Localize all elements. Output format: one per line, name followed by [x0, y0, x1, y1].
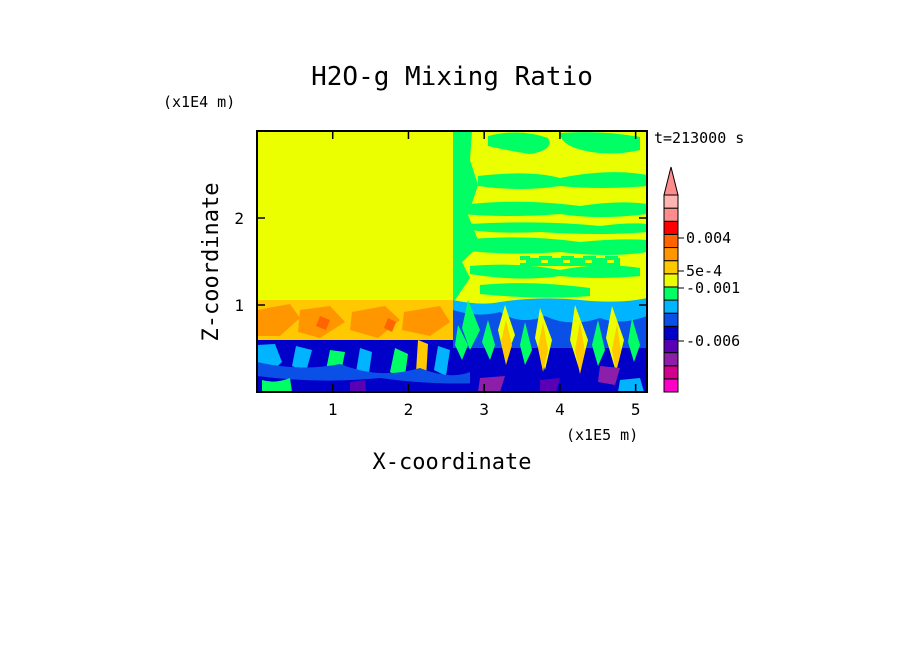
x-tick-label: 3 [479, 400, 489, 419]
y-scale-label: (x1E4 m) [163, 93, 235, 111]
colorbar-swatch [663, 365, 679, 380]
colorbar-label: -0.006 [686, 332, 740, 350]
x-tick-label: 2 [404, 400, 414, 419]
right-transition-zone [453, 298, 647, 374]
colorbar-swatch [663, 312, 679, 327]
colorbar-swatch [663, 273, 679, 288]
x-tick-label: 1 [328, 400, 338, 419]
x-tick-label: 5 [631, 400, 641, 419]
colorbar-swatch [663, 247, 679, 262]
y-axis-label: Z-coordinate [199, 183, 224, 342]
x-axis-label: X-coordinate [373, 450, 532, 475]
region-upper-left [257, 131, 453, 306]
colorbar-swatch [663, 260, 679, 275]
y-tick-label: 2 [234, 209, 244, 228]
colorbar-swatch [663, 325, 679, 340]
colorbar-extend-arrow [663, 166, 679, 196]
colorbar-swatch [663, 194, 679, 209]
chart-title: H2O-g Mixing Ratio [311, 62, 593, 92]
plot-frame [256, 130, 648, 393]
axis-ticks: 1 2 3 4 5 1 2 [234, 131, 647, 419]
time-label: t=213000 s [654, 129, 744, 147]
colorbar-swatch [663, 286, 679, 301]
colorbar-swatch [663, 338, 679, 354]
colorbar-label: 5e-4 [686, 262, 722, 280]
y-tick-label: 1 [234, 296, 244, 315]
plot-area [257, 131, 647, 392]
colorbar-label: 0.004 [686, 229, 731, 247]
colorbar-swatch [663, 207, 679, 222]
colorbar-swatch [663, 352, 679, 367]
colorbar-swatch [663, 233, 679, 249]
x-tick-label: 4 [555, 400, 565, 419]
colorbar-swatch [663, 378, 679, 393]
colorbar-label: -0.001 [686, 279, 740, 297]
colorbar: 0.004 5e-4-0.001 -0.006 [663, 166, 740, 393]
left-warm-band [257, 300, 453, 342]
upper-right-structure [453, 131, 647, 300]
x-scale-label: (x1E5 m) [566, 426, 638, 444]
colorbar-swatch [663, 299, 679, 314]
colorbar-swatch [663, 220, 679, 235]
region-upper-right [453, 131, 647, 306]
